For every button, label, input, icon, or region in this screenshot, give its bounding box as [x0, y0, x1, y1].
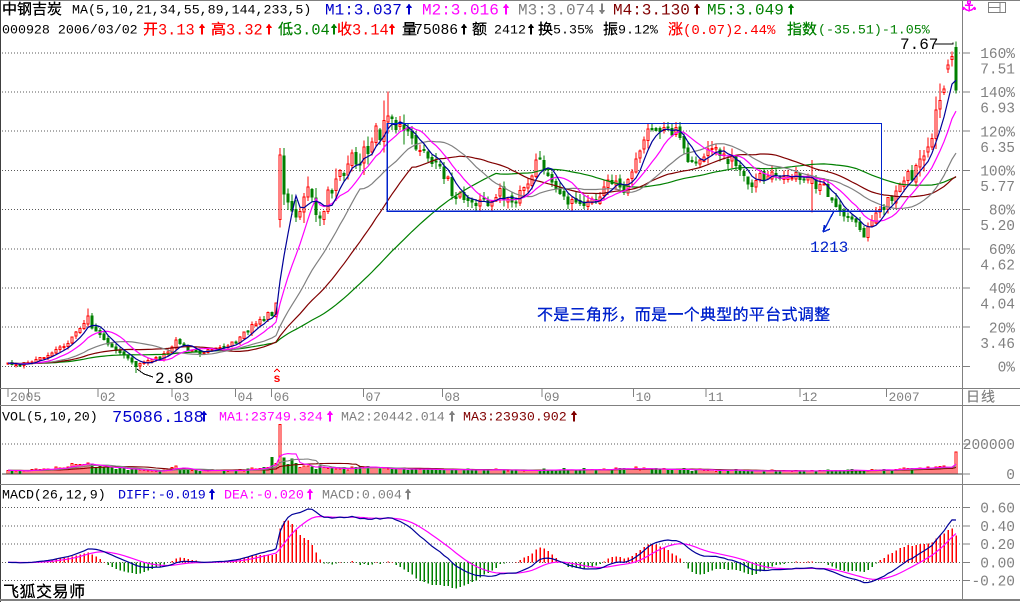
svg-text:06: 06: [274, 390, 290, 405]
svg-text:3.13: 3.13: [158, 21, 195, 39]
svg-text:4.62: 4.62: [980, 258, 1015, 274]
svg-text:3.32: 3.32: [226, 21, 263, 39]
svg-text:0: 0: [1006, 468, 1015, 484]
svg-text:0.60: 0.60: [980, 502, 1015, 518]
svg-text:0%: 0%: [998, 361, 1016, 377]
svg-text:000928 2006/03/02: 000928 2006/03/02: [2, 23, 138, 38]
svg-text:2007: 2007: [889, 390, 920, 405]
svg-text:(-35.51)-1.05%: (-35.51)-1.05%: [818, 23, 930, 38]
svg-text:120%: 120%: [980, 125, 1015, 141]
svg-text:DEA:-0.020: DEA:-0.020: [224, 488, 304, 503]
svg-text:MA1:23749.324: MA1:23749.324: [219, 410, 323, 425]
svg-text:0.00: 0.00: [980, 557, 1015, 573]
svg-text:160%: 160%: [980, 47, 1015, 63]
svg-text:2412: 2412: [494, 23, 526, 38]
svg-text:07: 07: [366, 390, 382, 405]
svg-text:MA3:23930.902: MA3:23930.902: [463, 410, 567, 425]
svg-text:2005: 2005: [10, 390, 41, 405]
svg-text:MACD(26,12,9): MACD(26,12,9): [2, 488, 106, 503]
svg-text:75086.188: 75086.188: [112, 409, 204, 428]
svg-text:3.46: 3.46: [980, 337, 1015, 353]
svg-text:4.04: 4.04: [980, 298, 1015, 314]
svg-text:7.51: 7.51: [980, 62, 1015, 78]
svg-text:M4:3.130: M4:3.130: [613, 2, 690, 20]
svg-text:MA2:20442.014: MA2:20442.014: [341, 410, 445, 425]
svg-text:M3:3.074: M3:3.074: [518, 2, 595, 20]
svg-text:MACD:0.004: MACD:0.004: [322, 488, 402, 503]
svg-text:VOL(5,10,20): VOL(5,10,20): [2, 410, 98, 425]
svg-text:MA(5,10,21,34,55,89,144,233,5): MA(5,10,21,34,55,89,144,233,5): [72, 3, 311, 18]
svg-text:200000: 200000: [963, 438, 1015, 454]
svg-text:140%: 140%: [980, 86, 1015, 102]
svg-text:-0.20: -0.20: [971, 575, 1015, 591]
svg-text:02: 02: [100, 390, 116, 405]
svg-text:7.67: 7.67: [900, 36, 938, 54]
svg-text:s: s: [273, 372, 280, 386]
svg-text:0.20: 0.20: [980, 538, 1015, 554]
svg-text:2.80: 2.80: [155, 370, 193, 388]
svg-text:20%: 20%: [989, 321, 1015, 337]
svg-text:08: 08: [445, 390, 461, 405]
svg-text:5.77: 5.77: [980, 180, 1015, 196]
svg-text:6.93: 6.93: [980, 102, 1015, 118]
svg-text:10: 10: [636, 390, 652, 405]
svg-text:1213: 1213: [810, 239, 848, 257]
svg-text:3.14: 3.14: [352, 21, 389, 39]
svg-text:5.35%: 5.35%: [553, 23, 593, 38]
svg-text:3.04: 3.04: [293, 21, 330, 39]
svg-text:80%: 80%: [989, 204, 1015, 220]
svg-text:60%: 60%: [989, 243, 1015, 259]
svg-text:11: 11: [708, 390, 724, 405]
svg-text:09: 09: [544, 390, 560, 405]
svg-text:M1:3.037: M1:3.037: [325, 2, 402, 20]
svg-text:5.20: 5.20: [980, 219, 1015, 235]
svg-text:9.12%: 9.12%: [618, 23, 658, 38]
svg-text:M5:3.049: M5:3.049: [707, 2, 784, 20]
svg-text:(0.07)2.44%: (0.07)2.44%: [683, 23, 776, 39]
svg-text:04: 04: [238, 390, 254, 405]
svg-text:0.40: 0.40: [980, 520, 1015, 536]
svg-text:DIFF:-0.019: DIFF:-0.019: [118, 488, 206, 503]
svg-text:03: 03: [174, 390, 190, 405]
svg-text:6.35: 6.35: [980, 141, 1015, 157]
svg-text:12: 12: [802, 390, 818, 405]
svg-text:75086: 75086: [414, 23, 458, 39]
svg-text:M2:3.016: M2:3.016: [422, 2, 499, 20]
svg-text:40%: 40%: [989, 282, 1015, 298]
svg-text:100%: 100%: [980, 165, 1015, 181]
